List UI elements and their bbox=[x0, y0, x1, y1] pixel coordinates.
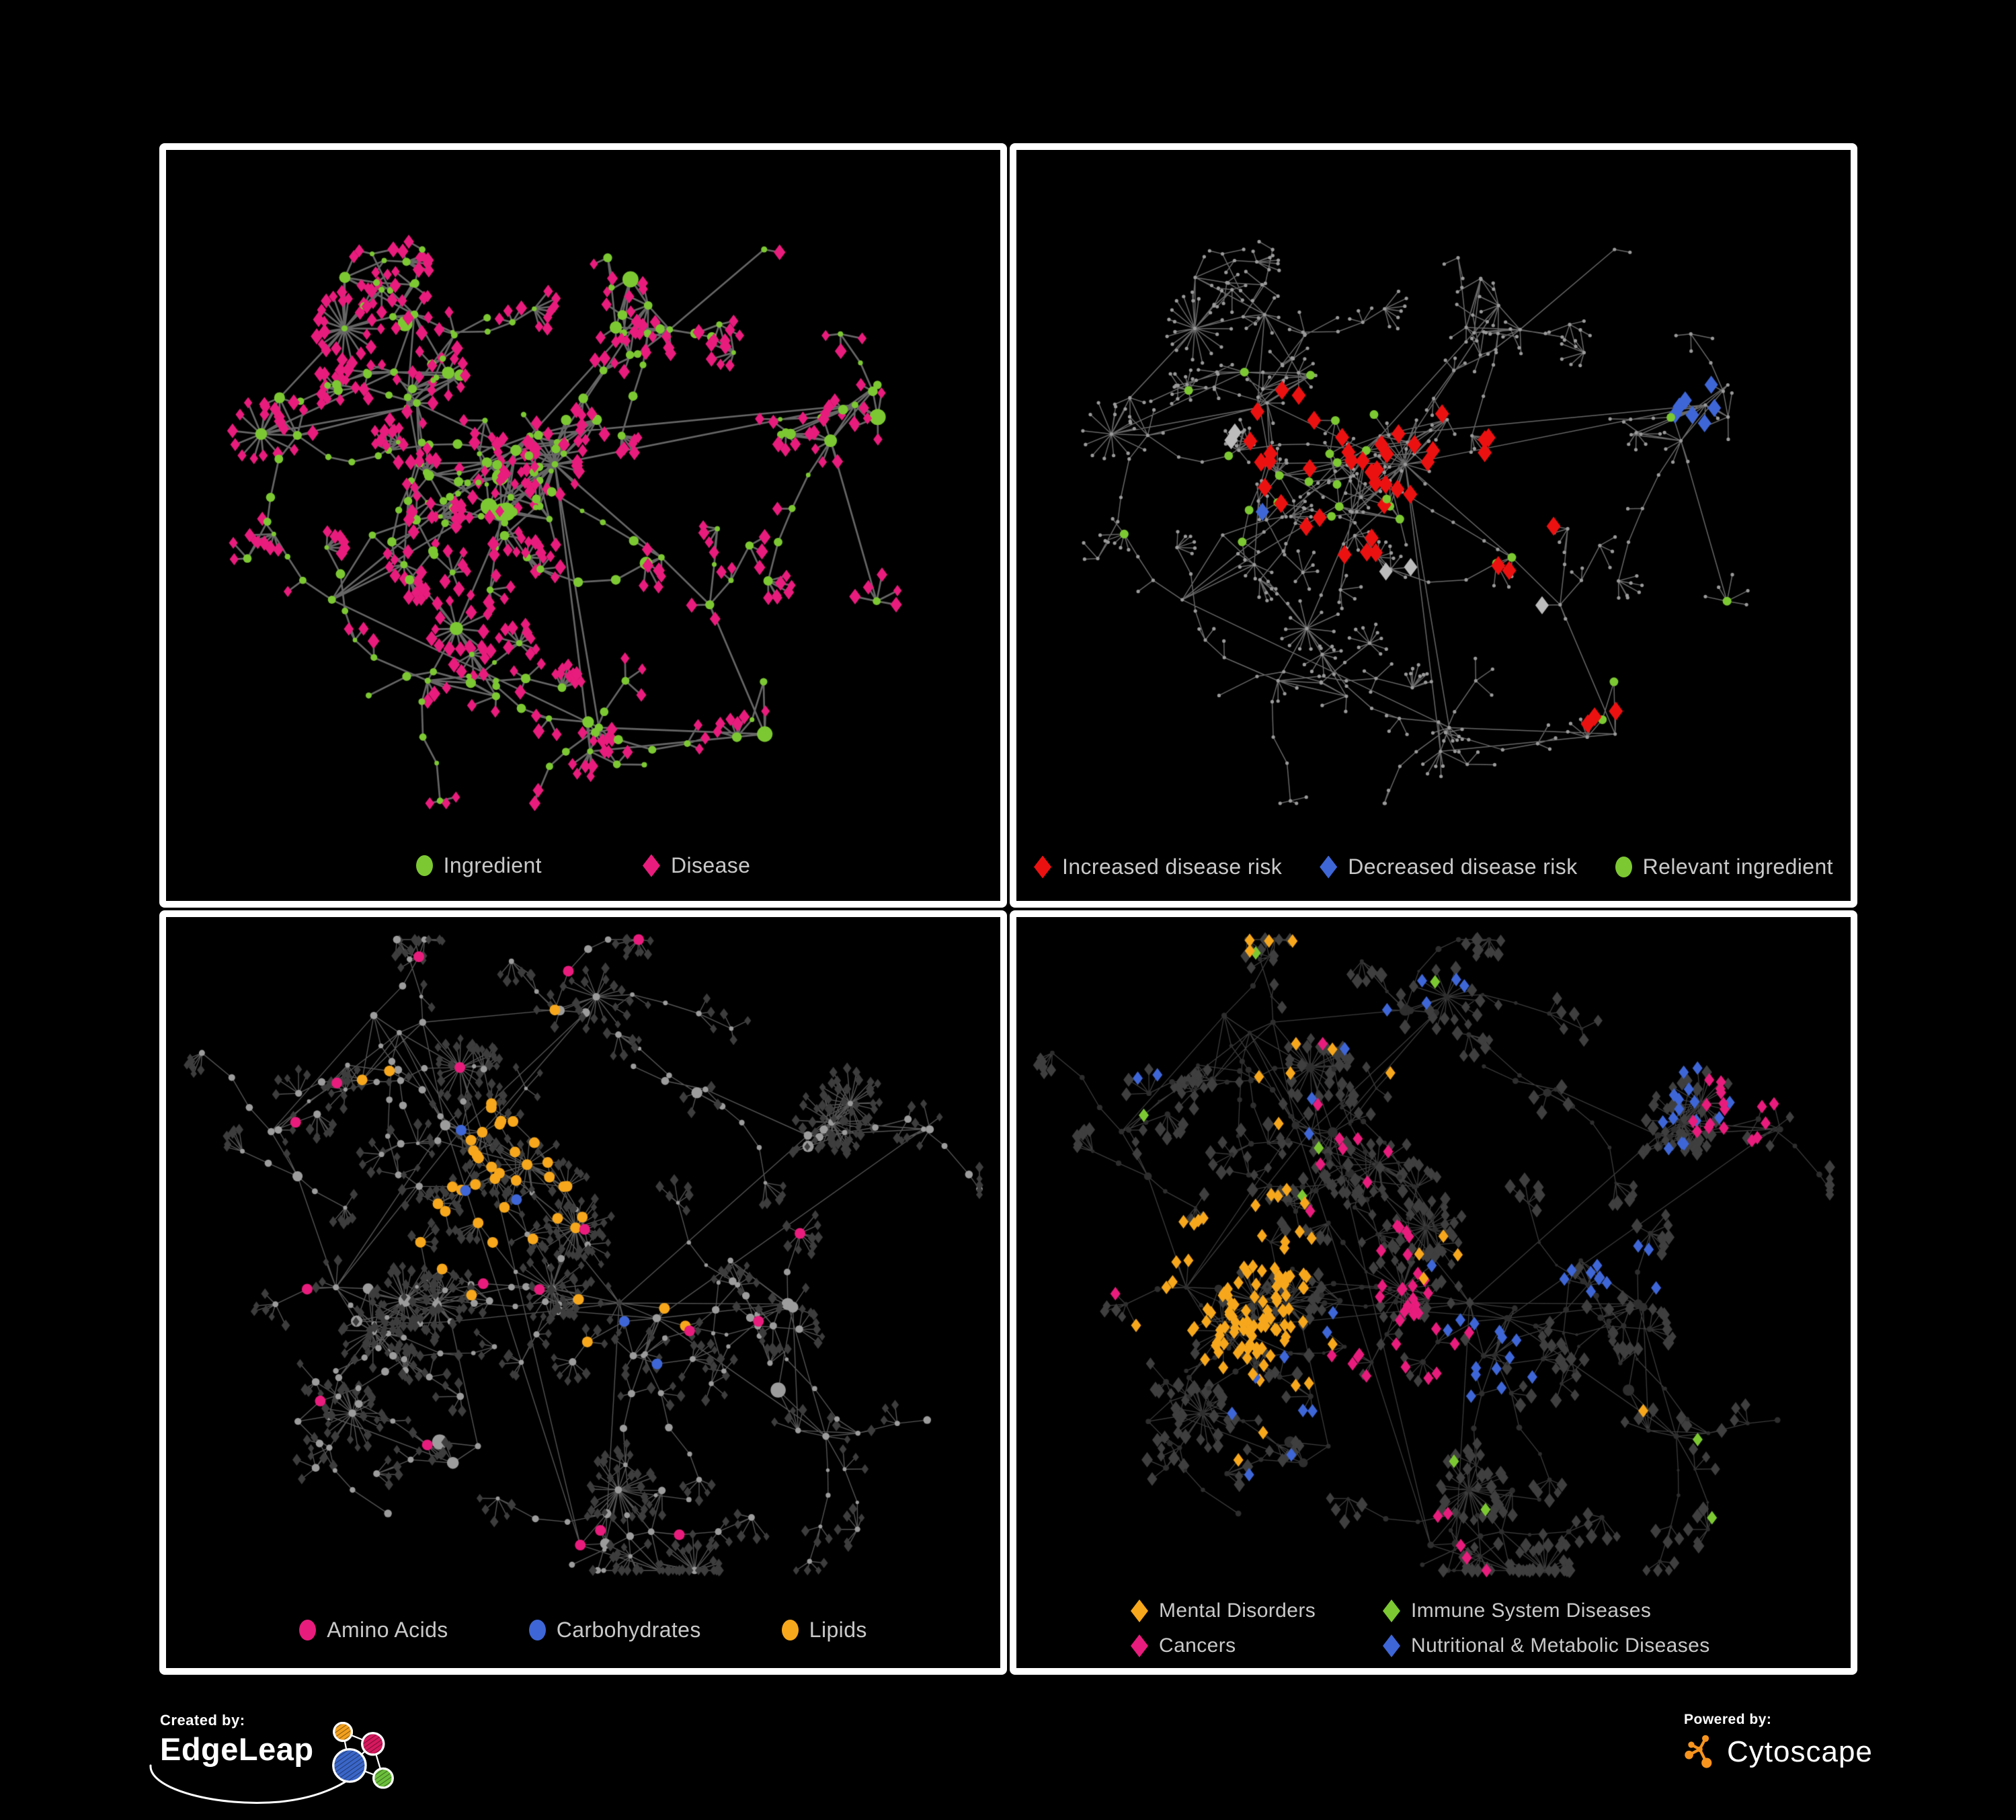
legend-item: Mental Disorders bbox=[1131, 1599, 1383, 1622]
legend-disease-categories: Mental Disorders Immune System Diseases Ca… bbox=[1016, 1599, 1851, 1657]
panel-ingredient-disease: Ingredient Disease bbox=[159, 143, 1007, 908]
legend-label: Nutritional & Metabolic Diseases bbox=[1411, 1634, 1710, 1657]
cytoscape-brand-row: Cytoscape bbox=[1684, 1733, 1873, 1771]
legend-item: Immune System Diseases bbox=[1383, 1599, 1710, 1622]
edgeleap-wordmark: EdgeLeap bbox=[160, 1731, 314, 1767]
diamond-legend-marker-icon bbox=[1131, 1599, 1148, 1622]
diamond-legend-marker-icon bbox=[642, 854, 660, 877]
legend-label: Carbohydrates bbox=[556, 1618, 701, 1642]
legend-label: Ingredient bbox=[443, 853, 542, 877]
network-canvas-nutrient-groups bbox=[166, 917, 1000, 1668]
created-by-block: Created by: EdgeLeap bbox=[149, 1712, 429, 1804]
legend-nutrient-groups: Amino Acids Carbohydrates Lipids bbox=[166, 1618, 1000, 1643]
diamond-legend-marker-icon bbox=[1320, 855, 1338, 879]
circle-legend-marker-icon bbox=[299, 1620, 317, 1640]
cytoscape-wordmark: Cytoscape bbox=[1727, 1735, 1873, 1768]
legend-item: Ingredient bbox=[415, 853, 542, 878]
panel-disease-risk: Increased disease risk Decreased disease … bbox=[1010, 143, 1857, 908]
panel-disease-categories: Mental Disorders Immune System Diseases Ca… bbox=[1010, 910, 1857, 1675]
circle-legend-marker-icon bbox=[1615, 857, 1632, 877]
legend-label: Immune System Diseases bbox=[1411, 1599, 1652, 1622]
panel-grid: Ingredient Disease Increased disease risk… bbox=[159, 143, 1857, 1675]
circle-legend-marker-icon bbox=[781, 1620, 799, 1640]
legend-label: Decreased disease risk bbox=[1348, 855, 1578, 879]
legend-label: Lipids bbox=[809, 1618, 867, 1642]
circle-legend-marker-icon bbox=[415, 855, 433, 876]
legend-label: Disease bbox=[670, 853, 751, 877]
panel-nutrient-groups: Amino Acids Carbohydrates Lipids bbox=[159, 910, 1007, 1675]
diamond-legend-marker-icon bbox=[1034, 855, 1052, 879]
legend-item: Nutritional & Metabolic Diseases bbox=[1383, 1634, 1710, 1657]
powered-by-label: Powered by: bbox=[1684, 1712, 1772, 1727]
legend-label: Mental Disorders bbox=[1159, 1599, 1316, 1622]
legend-item: Decreased disease risk bbox=[1320, 855, 1577, 879]
legend-item: Increased disease risk bbox=[1034, 855, 1282, 879]
legend-label: Amino Acids bbox=[327, 1618, 448, 1642]
diamond-legend-marker-icon bbox=[1383, 1634, 1400, 1657]
legend-label: Increased disease risk bbox=[1062, 855, 1283, 879]
circle-legend-marker-icon bbox=[528, 1620, 546, 1640]
legend-item: Cancers bbox=[1131, 1634, 1383, 1657]
network-canvas-ingredient-disease bbox=[166, 150, 1000, 901]
legend-item: Carbohydrates bbox=[528, 1618, 701, 1643]
legend-label: Cancers bbox=[1159, 1634, 1236, 1657]
diamond-legend-marker-icon bbox=[1383, 1599, 1400, 1622]
legend-item: Amino Acids bbox=[299, 1618, 448, 1643]
cytoscape-logo bbox=[1685, 1735, 1712, 1768]
edgeleap-logo bbox=[331, 1721, 394, 1789]
legend-item: Relevant ingredient bbox=[1615, 855, 1833, 879]
legend-item: Lipids bbox=[781, 1618, 867, 1643]
legend-item: Disease bbox=[642, 853, 751, 878]
legend-label: Relevant ingredient bbox=[1642, 855, 1833, 879]
legend-disease-risk: Increased disease risk Decreased disease … bbox=[1016, 855, 1851, 879]
created-by-label: Created by: bbox=[160, 1712, 245, 1729]
powered-by-block: Powered by: bbox=[1684, 1712, 1873, 1771]
network-canvas-disease-categories bbox=[1016, 917, 1851, 1668]
diamond-legend-marker-icon bbox=[1131, 1634, 1148, 1657]
edgeleap-brand-row: EdgeLeap bbox=[149, 1721, 429, 1804]
legend-ingredient-disease: Ingredient Disease bbox=[166, 853, 1000, 878]
network-canvas-disease-risk bbox=[1016, 150, 1851, 901]
